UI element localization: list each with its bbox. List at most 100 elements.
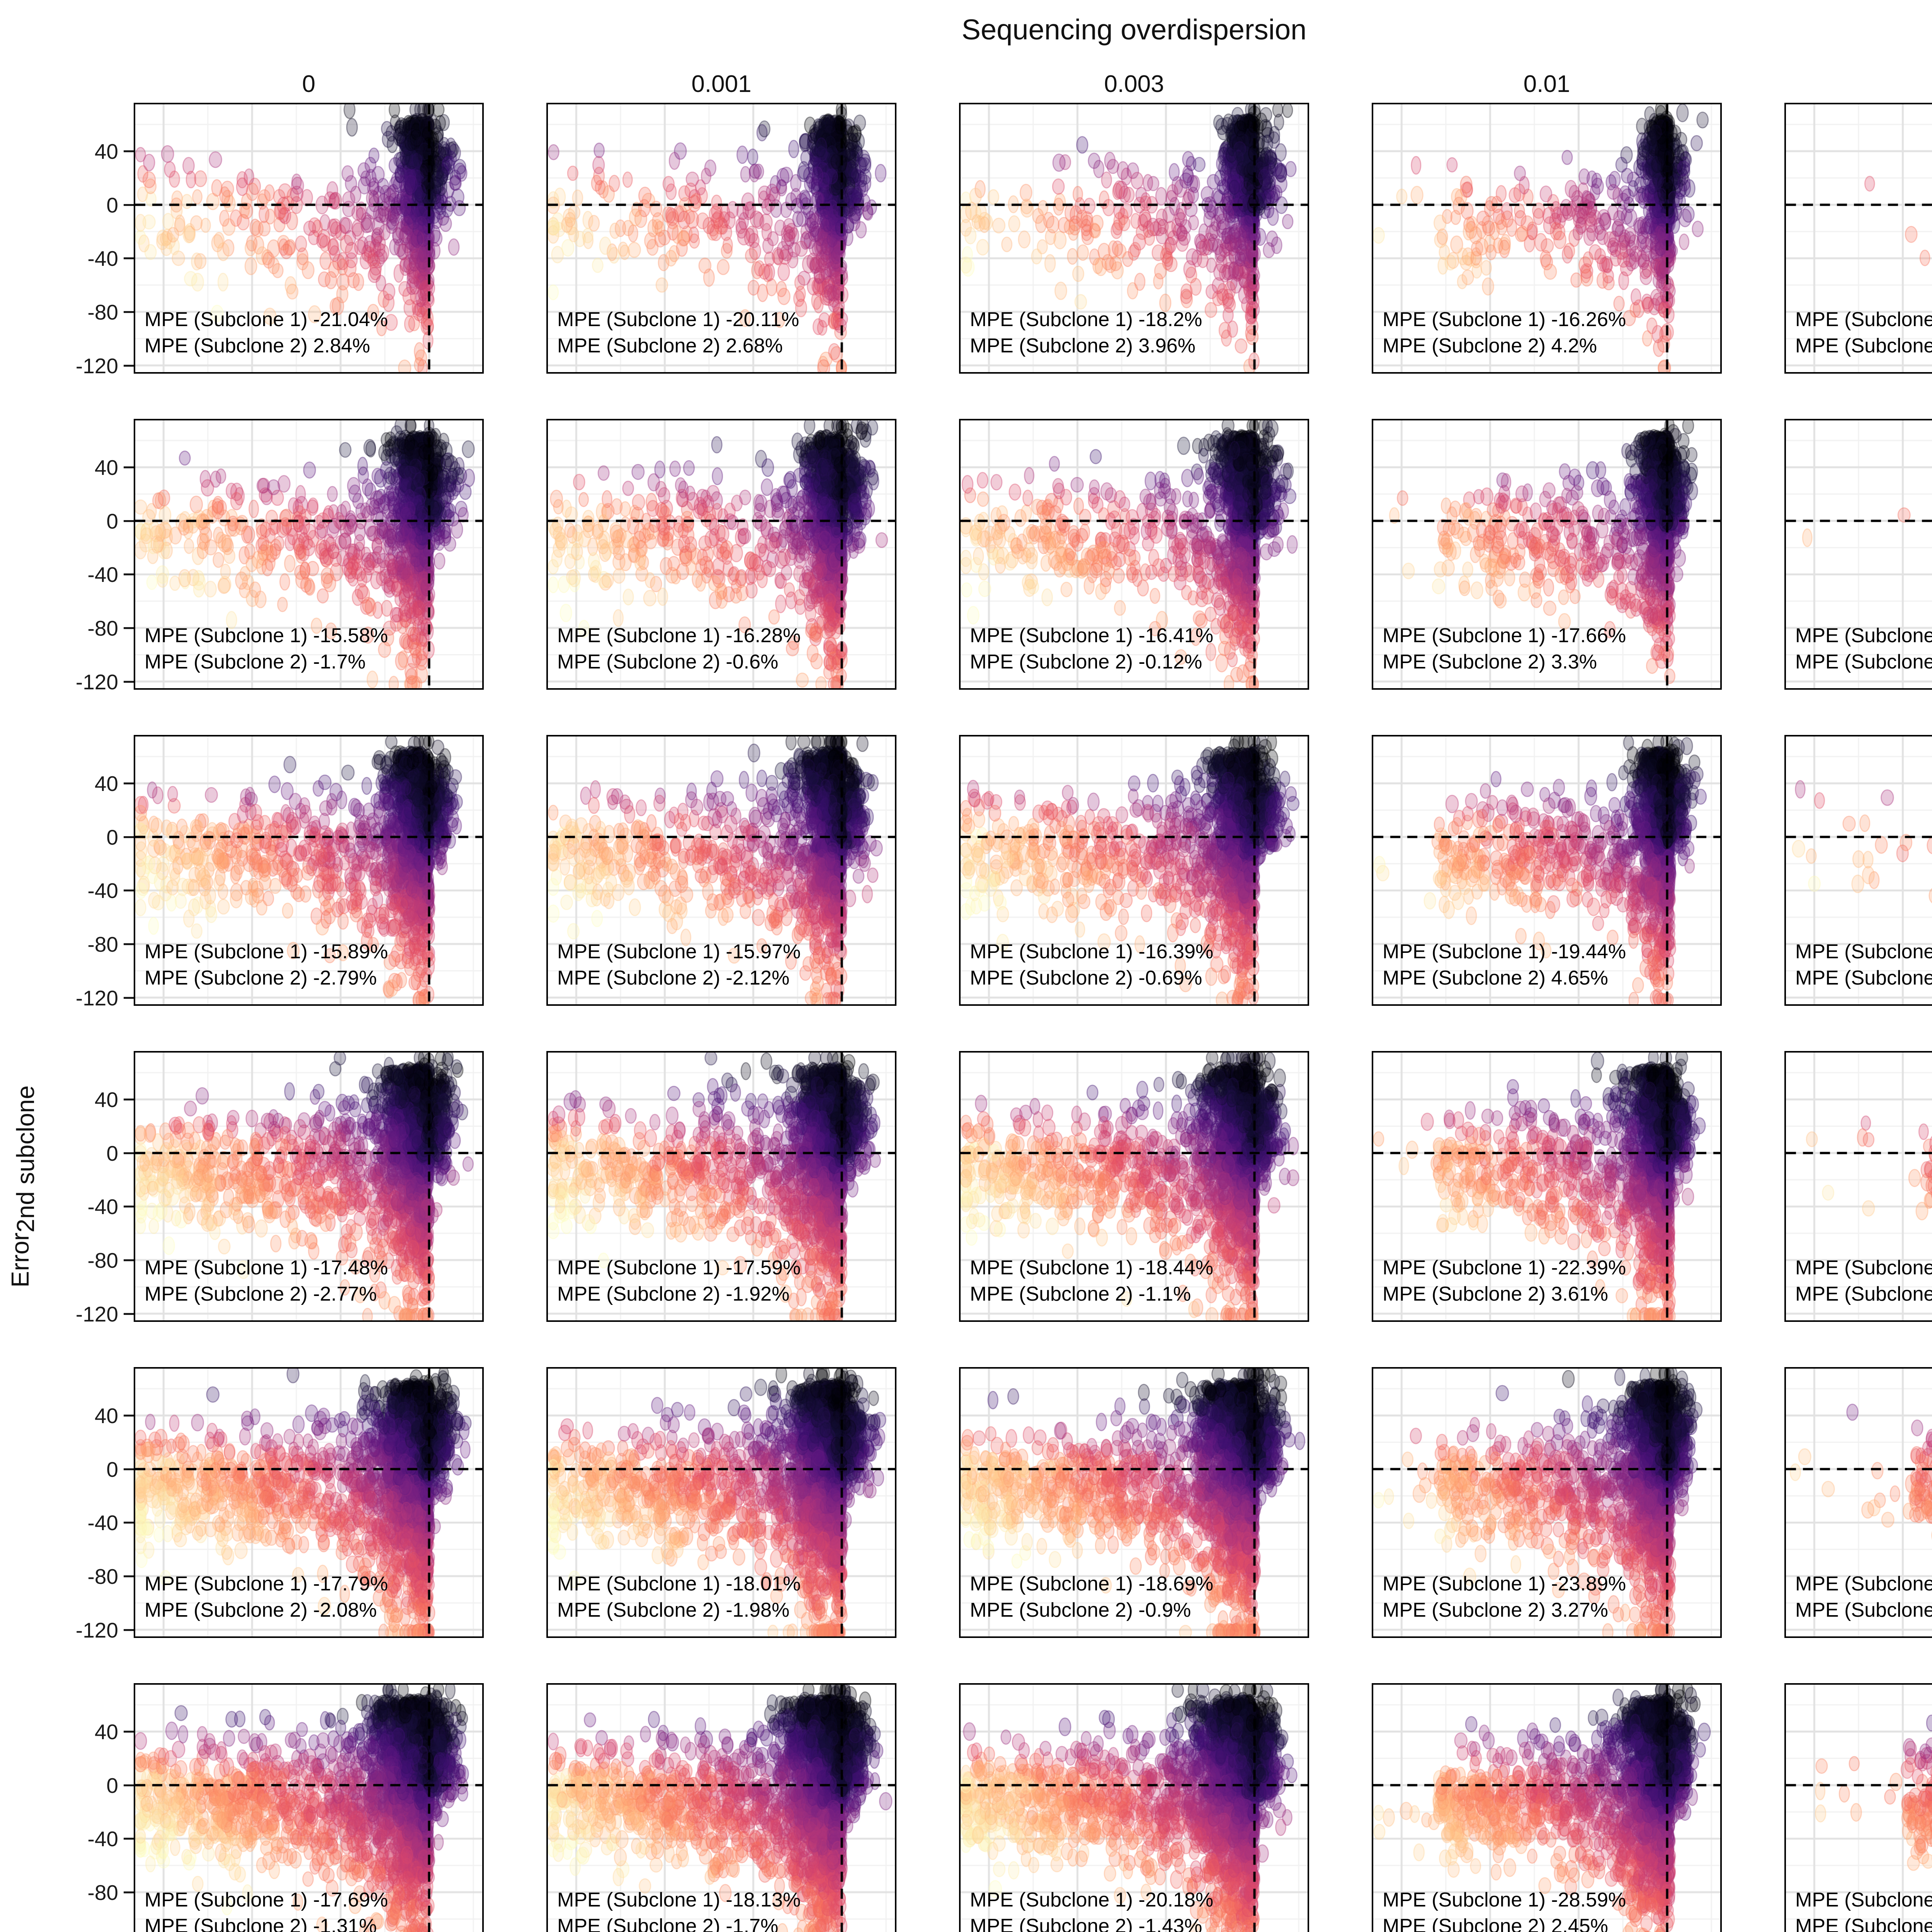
mpe-subclone1-annotation: MPE (Subclone 1) -17.69% — [145, 1889, 388, 1911]
mpe-subclone1-annotation: MPE (Subclone 1) -29.73% — [1795, 624, 1932, 647]
y-tick-label: -80 — [87, 616, 119, 641]
y-tick-mark — [124, 1259, 135, 1262]
mpe-subclone2-annotation: MPE (Subclone 2) -1.98% — [557, 1599, 790, 1621]
facet-column-title: Sequencing overdispersion — [961, 14, 1307, 46]
mpe-subclone1-annotation: MPE (Subclone 1) -42.77% — [1795, 308, 1932, 331]
scatter-point-cloud — [1373, 104, 1720, 372]
mpe-subclone1-annotation: MPE (Subclone 1) -17.66% — [1383, 624, 1626, 647]
y-tick-mark — [124, 520, 135, 522]
mpe-subclone2-annotation: MPE (Subclone 2) 3.3% — [1383, 651, 1597, 673]
facet-column-header: 0.01 — [1523, 71, 1570, 97]
mpe-subclone2-annotation: MPE (Subclone 2) 8.82% — [1795, 1915, 1932, 1932]
y-tick-label: -120 — [75, 1302, 118, 1326]
y-tick-mark — [124, 889, 135, 892]
scatter-point-cloud — [1786, 420, 1932, 688]
y-tick-label: 40 — [94, 456, 118, 480]
mpe-subclone1-annotation: MPE (Subclone 1) -27.38% — [1795, 1573, 1932, 1595]
mpe-subclone2-annotation: MPE (Subclone 2) -1.7% — [557, 1915, 779, 1932]
y-tick-mark — [124, 680, 135, 683]
mpe-subclone1-annotation: MPE (Subclone 1) -20.11% — [557, 308, 799, 331]
facet-panel: MPE (Subclone 1) -17.48% MPE (Subclone 2)… — [134, 1051, 484, 1322]
mpe-subclone1-annotation: MPE (Subclone 1) -33.56% — [1795, 1889, 1932, 1911]
facet-panel: MPE (Subclone 1) -16.28% MPE (Subclone 2)… — [546, 419, 896, 690]
scatter-point-cloud — [1373, 736, 1720, 1004]
scatter-point-cloud — [135, 104, 482, 372]
scatter-point-cloud — [961, 1685, 1308, 1932]
facet-panel: MPE (Subclone 1) -18.2% MPE (Subclone 2) … — [959, 103, 1309, 374]
mpe-subclone2-annotation: MPE (Subclone 2) -0.6% — [557, 651, 779, 673]
scatter-point-cloud — [548, 1685, 895, 1932]
scatter-point-cloud — [961, 104, 1308, 372]
y-tick-mark — [124, 1784, 135, 1786]
mpe-subclone1-annotation: MPE (Subclone 1) -20.18% — [970, 1889, 1214, 1911]
y-tick-mark — [124, 257, 135, 260]
mpe-subclone2-annotation: MPE (Subclone 2) -1.7% — [145, 651, 366, 673]
mpe-subclone2-annotation: MPE (Subclone 2) 3.61% — [1383, 1283, 1608, 1305]
scatter-point-cloud — [135, 736, 482, 1004]
y-tick-label: 40 — [94, 1404, 118, 1428]
facet-panel: MPE (Subclone 1) -17.79% MPE (Subclone 2)… — [134, 1367, 484, 1638]
scatter-point-cloud — [135, 1053, 482, 1320]
y-tick-mark — [124, 1468, 135, 1470]
mpe-subclone1-annotation: MPE (Subclone 1) -18.01% — [557, 1573, 801, 1595]
y-tick-label: 0 — [106, 509, 118, 533]
mpe-subclone1-annotation: MPE (Subclone 1) -23.89% — [1383, 1573, 1626, 1595]
facet-panel: MPE (Subclone 1) -25.51% MPE (Subclone 2)… — [1784, 735, 1932, 1006]
mpe-subclone1-annotation: MPE (Subclone 1) -17.79% — [145, 1573, 388, 1595]
y-tick-label: -80 — [87, 1248, 119, 1273]
mpe-subclone2-annotation: MPE (Subclone 2) 2.63% — [1795, 651, 1932, 673]
y-tick-label: -40 — [87, 1511, 119, 1535]
y-tick-mark — [124, 1206, 135, 1208]
scatter-point-cloud — [961, 1053, 1308, 1320]
facet-panel: MPE (Subclone 1) -18.01% MPE (Subclone 2)… — [546, 1367, 896, 1638]
scatter-point-cloud — [548, 1053, 895, 1320]
facet-panel: MPE (Subclone 1) -17.66% MPE (Subclone 2)… — [1372, 419, 1722, 690]
facet-panel: MPE (Subclone 1) -22.39% MPE (Subclone 2)… — [1372, 1051, 1722, 1322]
mpe-subclone1-annotation: MPE (Subclone 1) -15.97% — [557, 940, 801, 963]
scatter-point-cloud — [1373, 420, 1720, 688]
y-tick-label: 40 — [94, 772, 118, 796]
scatter-point-cloud — [961, 736, 1308, 1004]
facet-panel: MPE (Subclone 1) -16.41% MPE (Subclone 2)… — [959, 419, 1309, 690]
mpe-subclone1-annotation: MPE (Subclone 1) -18.13% — [557, 1889, 801, 1911]
mpe-subclone2-annotation: MPE (Subclone 2) -1.31% — [145, 1915, 377, 1932]
mpe-subclone2-annotation: MPE (Subclone 2) 4.47% — [1795, 967, 1932, 989]
y-tick-label: 0 — [106, 1457, 118, 1481]
y-tick-mark — [124, 1891, 135, 1894]
facet-panel: MPE (Subclone 1) -23.89% MPE (Subclone 2)… — [1372, 1367, 1722, 1638]
mpe-subclone2-annotation: MPE (Subclone 2) -2.12% — [557, 967, 790, 989]
mpe-subclone2-annotation: MPE (Subclone 2) 8.79% — [1795, 1599, 1932, 1621]
y-tick-mark — [124, 311, 135, 313]
mpe-subclone1-annotation: MPE (Subclone 1) -15.58% — [145, 624, 388, 647]
y-axis-label: Error2nd subclone — [6, 1085, 39, 1287]
y-tick-mark — [124, 364, 135, 367]
mpe-subclone2-annotation: MPE (Subclone 2) 7.86% — [1795, 335, 1932, 357]
y-tick-mark — [124, 836, 135, 838]
y-tick-label: 40 — [94, 139, 118, 164]
scatter-point-cloud — [1373, 1369, 1720, 1636]
y-tick-label: -40 — [87, 1827, 119, 1851]
y-tick-mark — [124, 1313, 135, 1315]
y-tick-mark — [124, 1152, 135, 1154]
facet-panel: MPE (Subclone 1) -20.18% MPE (Subclone 2)… — [959, 1683, 1309, 1932]
mpe-subclone2-annotation: MPE (Subclone 2) -2.77% — [145, 1283, 377, 1305]
mpe-subclone1-annotation: MPE (Subclone 1) -17.48% — [145, 1257, 388, 1279]
y-tick-mark — [124, 1838, 135, 1840]
y-tick-mark — [124, 1629, 135, 1631]
facet-panel: MPE (Subclone 1) -17.59% MPE (Subclone 2)… — [546, 1051, 896, 1322]
facet-panel: MPE (Subclone 1) -26.41% MPE (Subclone 2)… — [1784, 1051, 1932, 1322]
mpe-subclone2-annotation: MPE (Subclone 2) -2.79% — [145, 967, 377, 989]
y-tick-label: -80 — [87, 932, 119, 957]
mpe-subclone2-annotation: MPE (Subclone 2) -0.12% — [970, 651, 1202, 673]
facet-panel: MPE (Subclone 1) -17.69% MPE (Subclone 2)… — [134, 1683, 484, 1932]
facet-panel: MPE (Subclone 1) -28.59% MPE (Subclone 2)… — [1372, 1683, 1722, 1932]
mpe-subclone2-annotation: MPE (Subclone 2) 2.45% — [1383, 1915, 1608, 1932]
mpe-subclone1-annotation: MPE (Subclone 1) -15.89% — [145, 940, 388, 963]
scatter-point-cloud — [548, 104, 895, 372]
facet-panel: MPE (Subclone 1) -20.11% MPE (Subclone 2)… — [546, 103, 896, 374]
facet-panel: MPE (Subclone 1) -15.58% MPE (Subclone 2)… — [134, 419, 484, 690]
scatter-point-cloud — [1786, 736, 1932, 1004]
scatter-point-cloud — [548, 736, 895, 1004]
y-tick-label: -40 — [87, 1195, 119, 1219]
y-tick-label: 40 — [94, 1720, 118, 1744]
